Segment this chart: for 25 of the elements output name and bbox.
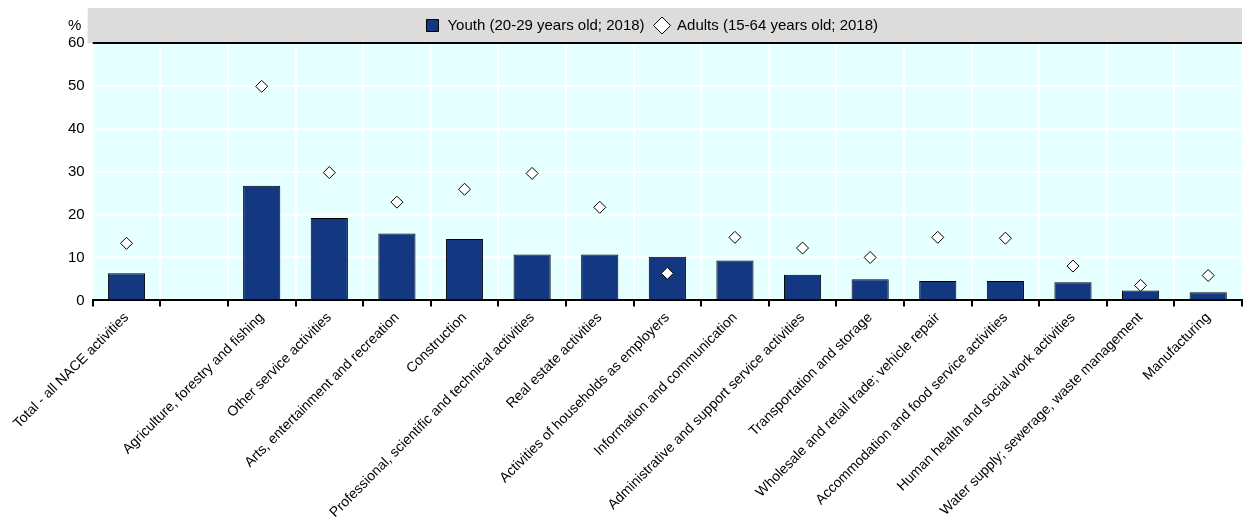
legend-label: Youth (20-29 years old; 2018) [447, 15, 645, 33]
point [998, 231, 1012, 245]
y-tick-label: 10 [68, 247, 85, 265]
point [390, 195, 404, 209]
point [593, 200, 607, 214]
y-tick-label: 50 [68, 76, 85, 94]
y-axis-title: % [68, 15, 82, 33]
y-tick-label: 20 [68, 204, 85, 222]
point [322, 166, 336, 180]
point [255, 79, 269, 93]
point [931, 230, 945, 244]
point [1066, 259, 1080, 273]
point [1134, 278, 1148, 292]
point [525, 166, 539, 180]
point [863, 250, 877, 264]
y-tick-label: 0 [76, 290, 85, 308]
point [458, 182, 472, 196]
point [1201, 269, 1215, 283]
point [796, 241, 810, 255]
y-tick-label: 30 [68, 161, 85, 179]
point [728, 230, 742, 244]
y-tick-label: 60 [68, 33, 85, 51]
legend-label: Adults (15-64 years old; 2018) [677, 15, 879, 33]
point [119, 236, 133, 250]
y-tick-label: 40 [68, 118, 85, 136]
